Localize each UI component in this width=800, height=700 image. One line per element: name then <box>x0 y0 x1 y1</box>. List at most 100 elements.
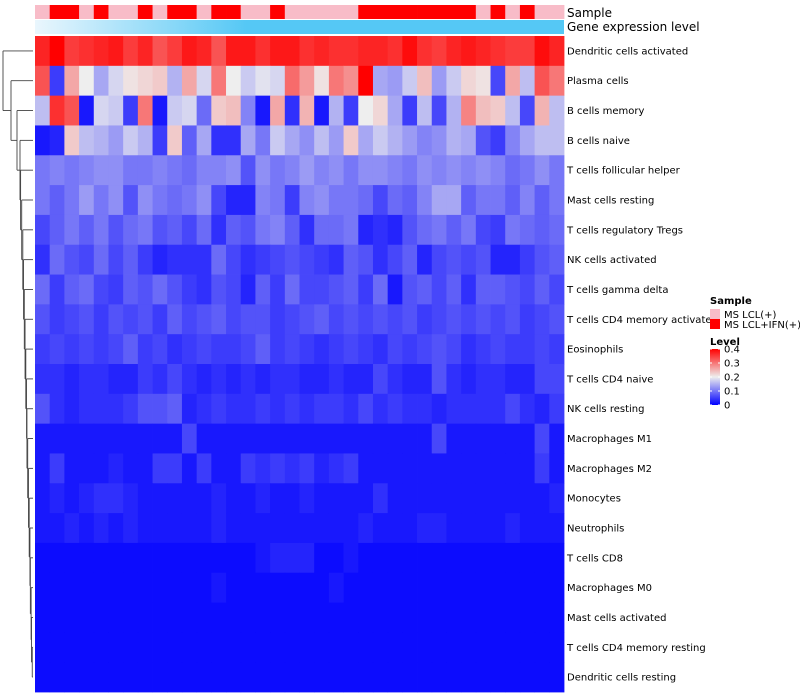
heatmap-cell <box>240 36 256 67</box>
heatmap-cell <box>181 36 198 67</box>
sample-annotation-cell <box>284 5 300 19</box>
heatmap-cell <box>211 36 227 67</box>
heatmap-cell <box>519 453 536 484</box>
heatmap-cell <box>343 602 359 633</box>
heatmap-cell <box>226 423 242 454</box>
heatmap-cell <box>505 364 521 395</box>
heatmap-cell <box>358 513 374 544</box>
heatmap-cell <box>461 334 477 365</box>
heatmap-cell <box>123 185 139 216</box>
sample-annotation-cell <box>270 5 286 19</box>
heatmap-cell <box>240 274 256 305</box>
heatmap-cell <box>240 95 256 126</box>
heatmap-cell <box>93 334 109 365</box>
heatmap-cell <box>181 244 198 275</box>
heatmap-cell <box>358 602 374 633</box>
heatmap-cell <box>167 95 183 126</box>
heatmap-cell <box>372 513 389 544</box>
heatmap-cell <box>108 155 124 186</box>
heatmap-cell <box>270 304 286 335</box>
heatmap-cell <box>431 662 447 693</box>
heatmap-cell <box>549 334 565 365</box>
heatmap-cell <box>343 632 359 663</box>
heatmap-cell <box>431 274 447 305</box>
heatmap-cell <box>35 155 51 186</box>
sample-annotation-cell <box>461 5 477 19</box>
heatmap-cell <box>123 244 139 275</box>
heatmap-cell <box>64 423 80 454</box>
heatmap-cell <box>417 65 433 97</box>
heatmap-cell <box>270 214 286 246</box>
sample-annotation-cell <box>343 5 359 19</box>
heatmap-cell <box>358 155 374 186</box>
heatmap-cell <box>358 214 374 246</box>
heatmap-cell <box>240 364 256 395</box>
heatmap-cell <box>137 483 153 514</box>
heatmap-cell <box>505 513 521 544</box>
heatmap-cell <box>372 304 389 335</box>
heatmap-cell <box>505 65 521 97</box>
row-label: Monocytes <box>567 494 621 505</box>
heatmap-cell <box>255 36 271 67</box>
heatmap-cell <box>226 185 242 216</box>
heatmap-cell <box>299 632 315 663</box>
heatmap-cell <box>534 36 550 67</box>
heatmap-cell <box>446 125 462 156</box>
heatmap-cell <box>181 453 198 484</box>
heatmap-cell <box>255 483 271 514</box>
heatmap-cell <box>490 304 506 335</box>
heatmap-cell <box>226 453 242 484</box>
heatmap-cell <box>372 632 389 663</box>
heatmap-cell <box>490 453 506 484</box>
heatmap-cell <box>417 572 433 603</box>
heatmap-cell <box>284 513 300 544</box>
heatmap-cell <box>402 632 418 663</box>
heatmap-cell <box>343 214 359 246</box>
heatmap-cell <box>431 393 447 425</box>
heatmap-cell <box>372 185 389 216</box>
heatmap-cell <box>270 602 286 633</box>
heatmap-cell <box>372 542 389 574</box>
heatmap-cell <box>137 244 153 275</box>
heatmap-cell <box>314 155 330 186</box>
heatmap-cell <box>417 542 433 574</box>
heatmap-cell <box>490 364 506 395</box>
row-label: NK cells activated <box>567 255 657 266</box>
heatmap-cell <box>93 274 109 305</box>
heatmap-cell <box>490 393 506 425</box>
heatmap-cell <box>372 393 389 425</box>
heatmap-cell <box>328 214 344 246</box>
heatmap-cell <box>534 185 550 216</box>
heatmap-cell <box>461 513 477 544</box>
heatmap-cell <box>211 483 227 514</box>
sample-annotation-cell <box>152 5 168 19</box>
heatmap-cell <box>211 423 227 454</box>
heatmap-cell <box>402 125 418 156</box>
heatmap-cell <box>64 334 80 365</box>
heatmap-cell <box>240 244 256 275</box>
heatmap-cell <box>519 423 536 454</box>
heatmap-cell <box>226 125 242 156</box>
legend: Sample MS LCL(+) MS LCL+IFN(+) Level 0.4… <box>710 296 800 412</box>
heatmap-cell <box>446 483 462 514</box>
heatmap-cell <box>387 632 403 663</box>
heatmap-cell <box>431 244 447 275</box>
heatmap-cell <box>93 662 109 693</box>
heatmap-cell <box>108 423 124 454</box>
heatmap-cell <box>343 334 359 365</box>
heatmap-cell <box>167 602 183 633</box>
heatmap-cell <box>299 334 315 365</box>
level-tick-label: 0.3 <box>724 359 740 370</box>
heatmap-cell <box>108 65 124 97</box>
heatmap-cell <box>137 364 153 395</box>
heatmap-cell <box>35 95 51 126</box>
heatmap-cell <box>505 334 521 365</box>
heatmap-cell <box>196 542 212 574</box>
heatmap-cell <box>93 155 109 186</box>
heatmap-cell <box>328 334 344 365</box>
heatmap-cell <box>226 483 242 514</box>
heatmap-cell <box>284 36 300 67</box>
heatmap-cell <box>123 274 139 305</box>
heatmap-cell <box>49 65 65 97</box>
